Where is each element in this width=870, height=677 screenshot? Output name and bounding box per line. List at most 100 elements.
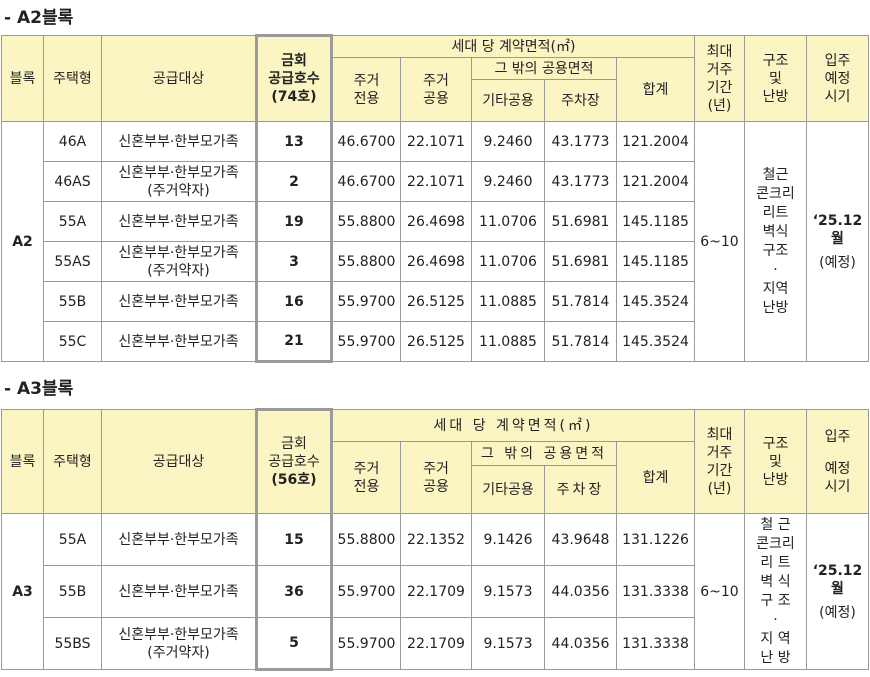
supply-target-line: 신혼부부·한부모가족 bbox=[118, 293, 239, 310]
residential-exclusive: 55.8800 bbox=[331, 513, 401, 566]
supply-target: 신혼부부·한부모가족 (주거약자) bbox=[101, 617, 257, 670]
house-type: 46AS bbox=[43, 161, 102, 202]
residential-exclusive: 46.6700 bbox=[331, 161, 401, 202]
residential-common: 22.1709 bbox=[400, 617, 472, 670]
supply-count: 2 bbox=[255, 161, 333, 202]
structure-line: 난 방 bbox=[760, 649, 791, 666]
house-type: 55BS bbox=[43, 617, 102, 670]
structure-line: 철 근 bbox=[760, 516, 791, 533]
residential-exclusive: 55.8800 bbox=[331, 241, 401, 282]
supply-count: 19 bbox=[255, 201, 333, 242]
total-area: 131.1226 bbox=[616, 513, 695, 566]
header-contract-area: 세대 당 계약면적(㎡) bbox=[331, 409, 695, 442]
residence-period: 6~10 bbox=[694, 513, 745, 670]
residential-exclusive: 55.9700 bbox=[331, 321, 401, 362]
supply-count: 21 bbox=[255, 321, 333, 363]
header-contract-area: 세대 당 계약면적(㎡) bbox=[331, 35, 695, 58]
table-row: 46AS 신혼부부·한부모가족 (주거약자) 2 46.6700 22.1071 9.246… bbox=[2, 161, 869, 202]
block-name: A2 bbox=[1, 121, 44, 362]
residential-exclusive: 55.9700 bbox=[331, 565, 401, 618]
supply-target: 신혼부부·한부모가족 bbox=[101, 565, 257, 618]
supply-target: 신혼부부·한부모가족 bbox=[101, 513, 257, 566]
supply-count: 13 bbox=[255, 121, 333, 162]
total-area: 121.2004 bbox=[616, 161, 695, 202]
parking-area: 51.7814 bbox=[544, 281, 617, 322]
structure-line: · bbox=[773, 611, 778, 628]
header-parking: 주차장 bbox=[544, 465, 617, 514]
residential-common: 26.5125 bbox=[400, 321, 472, 362]
header-residential-exclusive: 주거 전용 bbox=[331, 441, 401, 514]
header-total: 합계 bbox=[616, 57, 695, 122]
a2-supply-table: 블록 주택형 공급대상 금회 공급호수 (74호) 세대 당 계약면적(㎡) 최대 거… bbox=[1, 34, 869, 363]
supply-target: 신혼부부·한부모가족 bbox=[101, 281, 257, 322]
a2-section-title: - A2블록 bbox=[4, 8, 74, 28]
structure-line: 벽식 bbox=[762, 223, 789, 240]
a3-section-title: - A3블록 bbox=[4, 379, 74, 399]
table-row: 55C 신혼부부·한부모가족 21 55.9700 26.5125 11.0885 51.7… bbox=[2, 321, 869, 363]
table-row: 55BS 신혼부부·한부모가족 (주거약자) 5 55.9700 22.1709 9.157… bbox=[2, 617, 869, 671]
header-type: 주택형 bbox=[43, 35, 102, 122]
house-type: 55A bbox=[43, 513, 102, 566]
supply-count: 16 bbox=[255, 281, 333, 322]
move-in-note: (예정) bbox=[819, 254, 856, 271]
parking-area: 44.0356 bbox=[544, 617, 617, 670]
header-block: 블록 bbox=[1, 35, 44, 122]
residential-common: 26.4698 bbox=[400, 201, 472, 242]
header-target: 공급대상 bbox=[101, 35, 257, 122]
supply-target-line: 신혼부부·한부모가족 bbox=[118, 244, 239, 261]
supply-target-line: 신혼부부·한부모가족 bbox=[118, 531, 239, 548]
table-row: 55B 신혼부부·한부모가족 36 55.9700 22.1709 9.1573 44.03… bbox=[2, 565, 869, 618]
total-area: 131.3338 bbox=[616, 565, 695, 618]
header-max-residence: 최대 거주 기간 (년) bbox=[694, 35, 745, 122]
structure-line: 철근 bbox=[762, 166, 789, 183]
parking-area: 44.0356 bbox=[544, 565, 617, 618]
supply-target: 신혼부부·한부모가족 (주거약자) bbox=[101, 161, 257, 202]
supply-target: 신혼부부·한부모가족 bbox=[101, 121, 257, 162]
supply-target: 신혼부부·한부모가족 bbox=[101, 201, 257, 242]
structure-line: 구조 bbox=[762, 242, 789, 259]
residential-common: 22.1352 bbox=[400, 513, 472, 566]
supply-target: 신혼부부·한부모가족 bbox=[101, 321, 257, 362]
table-row: 55A 신혼부부·한부모가족 19 55.8800 26.4698 11.0706 51.6… bbox=[2, 201, 869, 242]
total-area: 121.2004 bbox=[616, 121, 695, 162]
house-type: 55B bbox=[43, 565, 102, 618]
residential-common: 22.1071 bbox=[400, 121, 472, 162]
supply-target-line: 신혼부부·한부모가족 bbox=[118, 213, 239, 230]
structure-line: 지 역 bbox=[760, 630, 791, 647]
structure-line: 난방 bbox=[762, 299, 789, 316]
residential-exclusive: 46.6700 bbox=[331, 121, 401, 162]
header-block: 블록 bbox=[1, 409, 44, 514]
other-common: 9.2460 bbox=[471, 161, 545, 202]
house-type: 55A bbox=[43, 201, 102, 242]
other-common: 9.1426 bbox=[471, 513, 545, 566]
supply-target-line: 신혼부부·한부모가족 bbox=[118, 583, 239, 600]
house-type: 46A bbox=[43, 121, 102, 162]
residential-exclusive: 55.9700 bbox=[331, 281, 401, 322]
structure-line: 구 조 bbox=[760, 592, 791, 609]
residential-common: 26.5125 bbox=[400, 281, 472, 322]
other-common: 11.0706 bbox=[471, 201, 545, 242]
total-area: 145.3524 bbox=[616, 281, 695, 322]
other-common: 9.1573 bbox=[471, 565, 545, 618]
residence-period: 6~10 bbox=[694, 121, 745, 362]
other-common: 9.1573 bbox=[471, 617, 545, 670]
header-move-in: 입주 예정 시기 bbox=[806, 35, 869, 122]
other-common: 11.0885 bbox=[471, 281, 545, 322]
other-common: 11.0706 bbox=[471, 241, 545, 282]
residential-exclusive: 55.9700 bbox=[331, 617, 401, 670]
supply-count: 15 bbox=[255, 513, 333, 566]
total-area: 145.1185 bbox=[616, 201, 695, 242]
parking-area: 51.6981 bbox=[544, 201, 617, 242]
header-max-residence: 최대 거주 기간 (년) bbox=[694, 409, 745, 514]
header-move-in: 입주 예정 시기 bbox=[806, 409, 869, 514]
supply-target-note: (주거약자) bbox=[147, 262, 210, 279]
move-in-date-unit: 월 bbox=[831, 580, 844, 597]
structure-line: · bbox=[773, 261, 778, 278]
total-area: 131.3338 bbox=[616, 617, 695, 670]
move-in-date: ‘25.12월 (예정) bbox=[806, 121, 869, 362]
header-residential-common: 주거 공용 bbox=[400, 57, 472, 122]
structure-line: 리트 bbox=[762, 204, 789, 221]
a3-supply-table: 블록 주택형 공급대상 금회 공급호수 (56호) 세대 당 계약면적(㎡) 최대 거… bbox=[1, 408, 869, 671]
